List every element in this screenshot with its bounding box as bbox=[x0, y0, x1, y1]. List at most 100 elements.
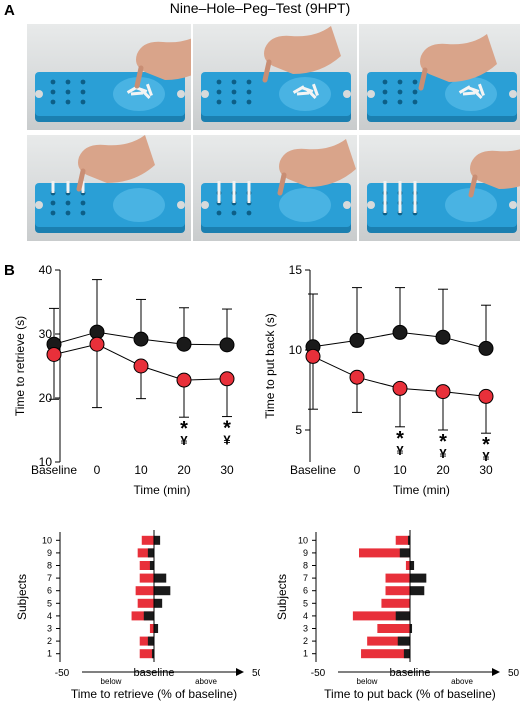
above-label: above bbox=[451, 677, 473, 686]
data-point bbox=[89, 336, 105, 352]
peg-board-photo bbox=[359, 24, 520, 130]
finger bbox=[468, 174, 478, 198]
y-tick-label: 4 bbox=[47, 611, 52, 621]
peg-board-illustration bbox=[367, 149, 520, 233]
red-bar bbox=[141, 535, 154, 545]
y-tick-label: 3 bbox=[47, 624, 52, 634]
data-point bbox=[133, 358, 149, 374]
black-bar bbox=[395, 611, 410, 621]
significance-star: * bbox=[439, 431, 447, 453]
y-tick-label: 9 bbox=[303, 548, 308, 558]
peg-hole bbox=[246, 79, 252, 85]
black-bar bbox=[149, 561, 154, 570]
y-tick-label: 6 bbox=[47, 586, 52, 596]
below-label: below bbox=[357, 677, 378, 686]
below-label: below bbox=[101, 677, 122, 686]
black-bar bbox=[399, 548, 410, 558]
black-bar bbox=[147, 636, 154, 646]
peg bbox=[51, 181, 55, 193]
x-tick-label: 30 bbox=[220, 463, 234, 477]
y-tick-label: 10 bbox=[298, 535, 308, 545]
loose-peg bbox=[462, 91, 476, 96]
peg bbox=[232, 191, 236, 203]
loose-peg bbox=[312, 83, 319, 96]
red-bar bbox=[131, 611, 154, 621]
y-axis-label: Subjects bbox=[15, 574, 29, 620]
hand bbox=[136, 38, 191, 80]
red-bar bbox=[361, 649, 410, 659]
board-hole-end bbox=[201, 90, 209, 98]
y-tick-label: 2 bbox=[47, 636, 52, 646]
above-label: above bbox=[195, 677, 217, 686]
significance-yen: ¥ bbox=[396, 443, 404, 458]
peg-hole bbox=[397, 99, 403, 105]
peg-board-illustration bbox=[201, 139, 356, 233]
data-point bbox=[133, 331, 149, 347]
peg-hole bbox=[397, 89, 403, 95]
baseline-label: baseline bbox=[390, 667, 431, 679]
data-point bbox=[392, 324, 408, 340]
y-tick-label: 5 bbox=[303, 598, 308, 608]
peg-hole bbox=[231, 79, 237, 85]
y-axis-label: Time to put back (s) bbox=[263, 313, 277, 419]
data-point bbox=[176, 336, 192, 352]
peg-dish bbox=[445, 188, 497, 222]
black-bar bbox=[154, 535, 161, 545]
loose-peg bbox=[140, 88, 151, 99]
significance-yen: ¥ bbox=[439, 446, 447, 461]
black-bar bbox=[403, 649, 410, 659]
hand bbox=[264, 26, 341, 74]
board-hole-end bbox=[343, 201, 351, 209]
data-point bbox=[305, 348, 321, 364]
peg-board-illustration bbox=[367, 34, 517, 122]
y-tick-label: 40 bbox=[39, 263, 53, 277]
peg bbox=[398, 191, 402, 203]
red-bar bbox=[367, 636, 410, 646]
significance-star: * bbox=[180, 418, 188, 440]
peg-hole bbox=[382, 79, 388, 85]
y-tick-label: 7 bbox=[47, 573, 52, 583]
peg-hole bbox=[397, 79, 403, 85]
x-tick-label: 0 bbox=[354, 463, 361, 477]
peg-board-illustration bbox=[35, 38, 191, 122]
red-bar bbox=[381, 598, 410, 608]
red-bar bbox=[377, 624, 410, 633]
board-hole-end bbox=[367, 201, 375, 209]
black-bar bbox=[410, 561, 415, 570]
red-bar bbox=[385, 586, 410, 596]
x-tick-label: 0 bbox=[94, 463, 101, 477]
black-bar bbox=[154, 624, 159, 633]
red-bar bbox=[137, 598, 154, 608]
peg bbox=[413, 181, 417, 193]
y-tick-label: 4 bbox=[303, 611, 308, 621]
hand bbox=[470, 149, 520, 189]
black-bar bbox=[147, 548, 154, 558]
figure-title: Nine–Hole–Peg–Test (9HPT) bbox=[169, 0, 351, 16]
peg-hole bbox=[50, 210, 56, 216]
board-hole-end bbox=[343, 90, 351, 98]
peg-board-photo bbox=[193, 135, 357, 241]
peg-board-illustration bbox=[201, 26, 351, 122]
board-hole-end bbox=[35, 90, 43, 98]
data-point bbox=[435, 384, 451, 400]
data-point bbox=[435, 329, 451, 345]
baseline-label: baseline bbox=[134, 667, 175, 679]
black-bar bbox=[397, 636, 410, 646]
black-bar bbox=[407, 535, 410, 545]
loose-peg bbox=[296, 91, 310, 96]
loose-peg bbox=[478, 83, 485, 96]
finger bbox=[262, 59, 272, 83]
loose-peg bbox=[472, 88, 483, 99]
peg bbox=[383, 181, 387, 193]
black-bar bbox=[410, 573, 427, 583]
data-point bbox=[392, 380, 408, 396]
x-tick-label: 20 bbox=[436, 463, 450, 477]
peg-board-photo bbox=[193, 24, 357, 130]
peg-hole bbox=[216, 99, 222, 105]
peg-board-photo bbox=[359, 135, 520, 241]
x-tick-label: -50 bbox=[311, 668, 326, 679]
board-hole-end bbox=[509, 201, 517, 209]
y-tick-label: 10 bbox=[289, 343, 303, 357]
